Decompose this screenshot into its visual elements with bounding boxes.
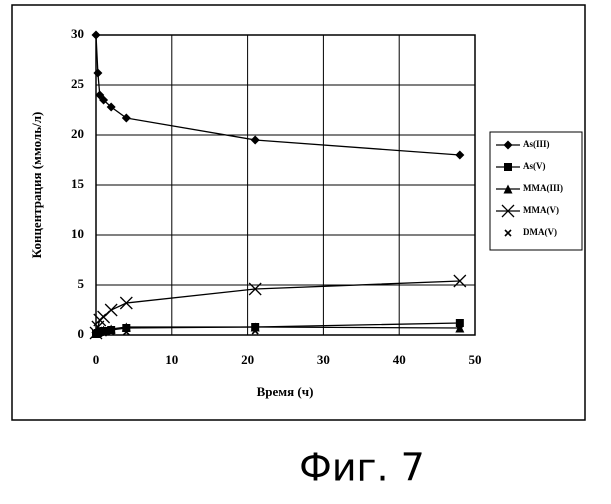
- y-axis-label: Концентрация (ммоль/л): [29, 112, 44, 259]
- x-tick-label: 50: [469, 352, 482, 367]
- x-axis-label: Время (ч): [257, 384, 314, 399]
- y-tick-label: 0: [78, 326, 85, 341]
- data-point: [122, 114, 131, 123]
- legend-label: MMA(III): [523, 183, 563, 193]
- data-point: [105, 304, 117, 316]
- data-point: [92, 31, 101, 40]
- series-line: [96, 323, 460, 334]
- y-tick-label: 15: [71, 176, 85, 191]
- data-point: [93, 69, 102, 78]
- legend-label: DMA(V): [523, 227, 557, 237]
- figure: Время (ч) Концентрация (ммоль/л) Фиг. 7 …: [0, 0, 611, 499]
- y-tick-label: 20: [71, 126, 84, 141]
- data-point: [455, 151, 464, 160]
- y-tick-label: 10: [71, 226, 84, 241]
- x-tick-label: 10: [165, 352, 178, 367]
- legend-label: MMA(V): [523, 205, 559, 215]
- x-tick-label: 20: [241, 352, 254, 367]
- series-line: [96, 35, 460, 155]
- legend-label: As(V): [523, 161, 546, 171]
- legend-marker: [505, 230, 511, 236]
- x-tick-label: 40: [393, 352, 406, 367]
- y-tick-label: 25: [71, 76, 85, 91]
- x-tick-label: 0: [93, 352, 100, 367]
- series-line: [96, 281, 460, 333]
- y-tick-label: 30: [71, 26, 84, 41]
- y-tick-label: 5: [78, 276, 85, 291]
- data-point: [251, 136, 260, 145]
- figure-caption: Фиг. 7: [299, 446, 425, 490]
- legend-label: As(III): [523, 139, 550, 149]
- x-tick-label: 30: [317, 352, 330, 367]
- legend-marker: [504, 163, 512, 171]
- legend-marker: [504, 141, 513, 150]
